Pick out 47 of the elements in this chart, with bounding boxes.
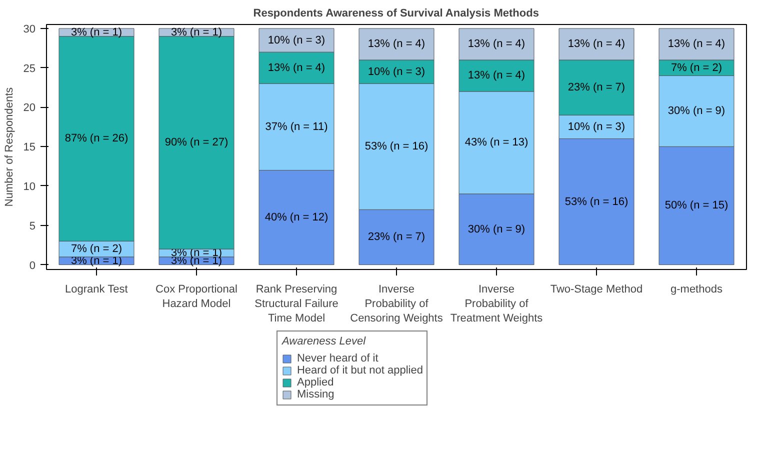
data-label: 7% (n = 2) [70,243,122,256]
x-tick-label: Inverse Probability of Censoring Weights [350,284,444,324]
data-label: 3% (n = 1) [170,26,222,38]
data-label: 50% (n = 15) [664,200,728,212]
y-tick-label: 0 [29,260,36,272]
x-tick-label: g-methods [670,284,723,296]
data-label: 13% (n = 4) [268,62,326,74]
data-label: 7% (n = 2) [670,62,722,74]
data-label: 10% (n = 3) [268,34,326,46]
data-label: 87% (n = 26) [64,132,128,145]
y-tick-label: 10 [23,180,36,193]
data-label: 53% (n = 16) [564,196,628,208]
legend-label: Applied [296,376,334,388]
data-label: 23% (n = 7) [568,82,626,94]
data-label: 10% (n = 3) [568,120,626,133]
x-tick-label: Cox Proportional Hazard Model [156,284,238,310]
data-label: 37% (n = 11) [265,120,328,133]
data-label: 13% (n = 4) [368,38,426,50]
legend-title: Awareness Level [282,336,367,348]
data-label: 40% (n = 12) [264,212,328,224]
data-label: 13% (n = 4) [668,38,726,50]
x-tick-label: Logrank Test [65,284,128,296]
data-label: 13% (n = 4) [468,38,526,50]
y-tick-label: 30 [23,23,36,36]
data-label: 10% (n = 3) [368,66,426,78]
y-tick-label: 25 [23,62,36,75]
data-label: 13% (n = 4) [468,70,526,82]
chart-title: Respondents Awareness of Survival Analysis Methods [253,8,539,20]
data-label: 53% (n = 16) [364,140,428,153]
data-label: 3% (n = 1) [70,26,122,38]
legend-label: Heard of it but not applied [296,364,423,376]
y-axis-title: Number of Respondents [3,86,16,207]
y-tick-label: 20 [23,102,36,114]
x-tick-label: Two-Stage Method [550,284,643,296]
data-label: 30% (n = 9) [468,223,526,236]
data-label: 23% (n = 7) [368,231,426,244]
x-tick-label: Inverse Probability of Treatment Weights [450,284,544,324]
data-label: 90% (n = 27) [164,136,228,149]
x-tick-label: Rank Preserving Structural Failure Time Model [254,284,338,324]
data-label: 3% (n = 1) [70,254,122,267]
legend-label: Missing [296,388,334,400]
legend-label: Never heard of it [296,352,378,364]
data-label: 13% (n = 4) [568,38,626,50]
data-label: 43% (n = 13) [464,136,528,149]
y-tick-label: 15 [23,142,36,154]
data-label: 30% (n = 9) [668,105,726,118]
y-tick-label: 5 [29,220,36,232]
